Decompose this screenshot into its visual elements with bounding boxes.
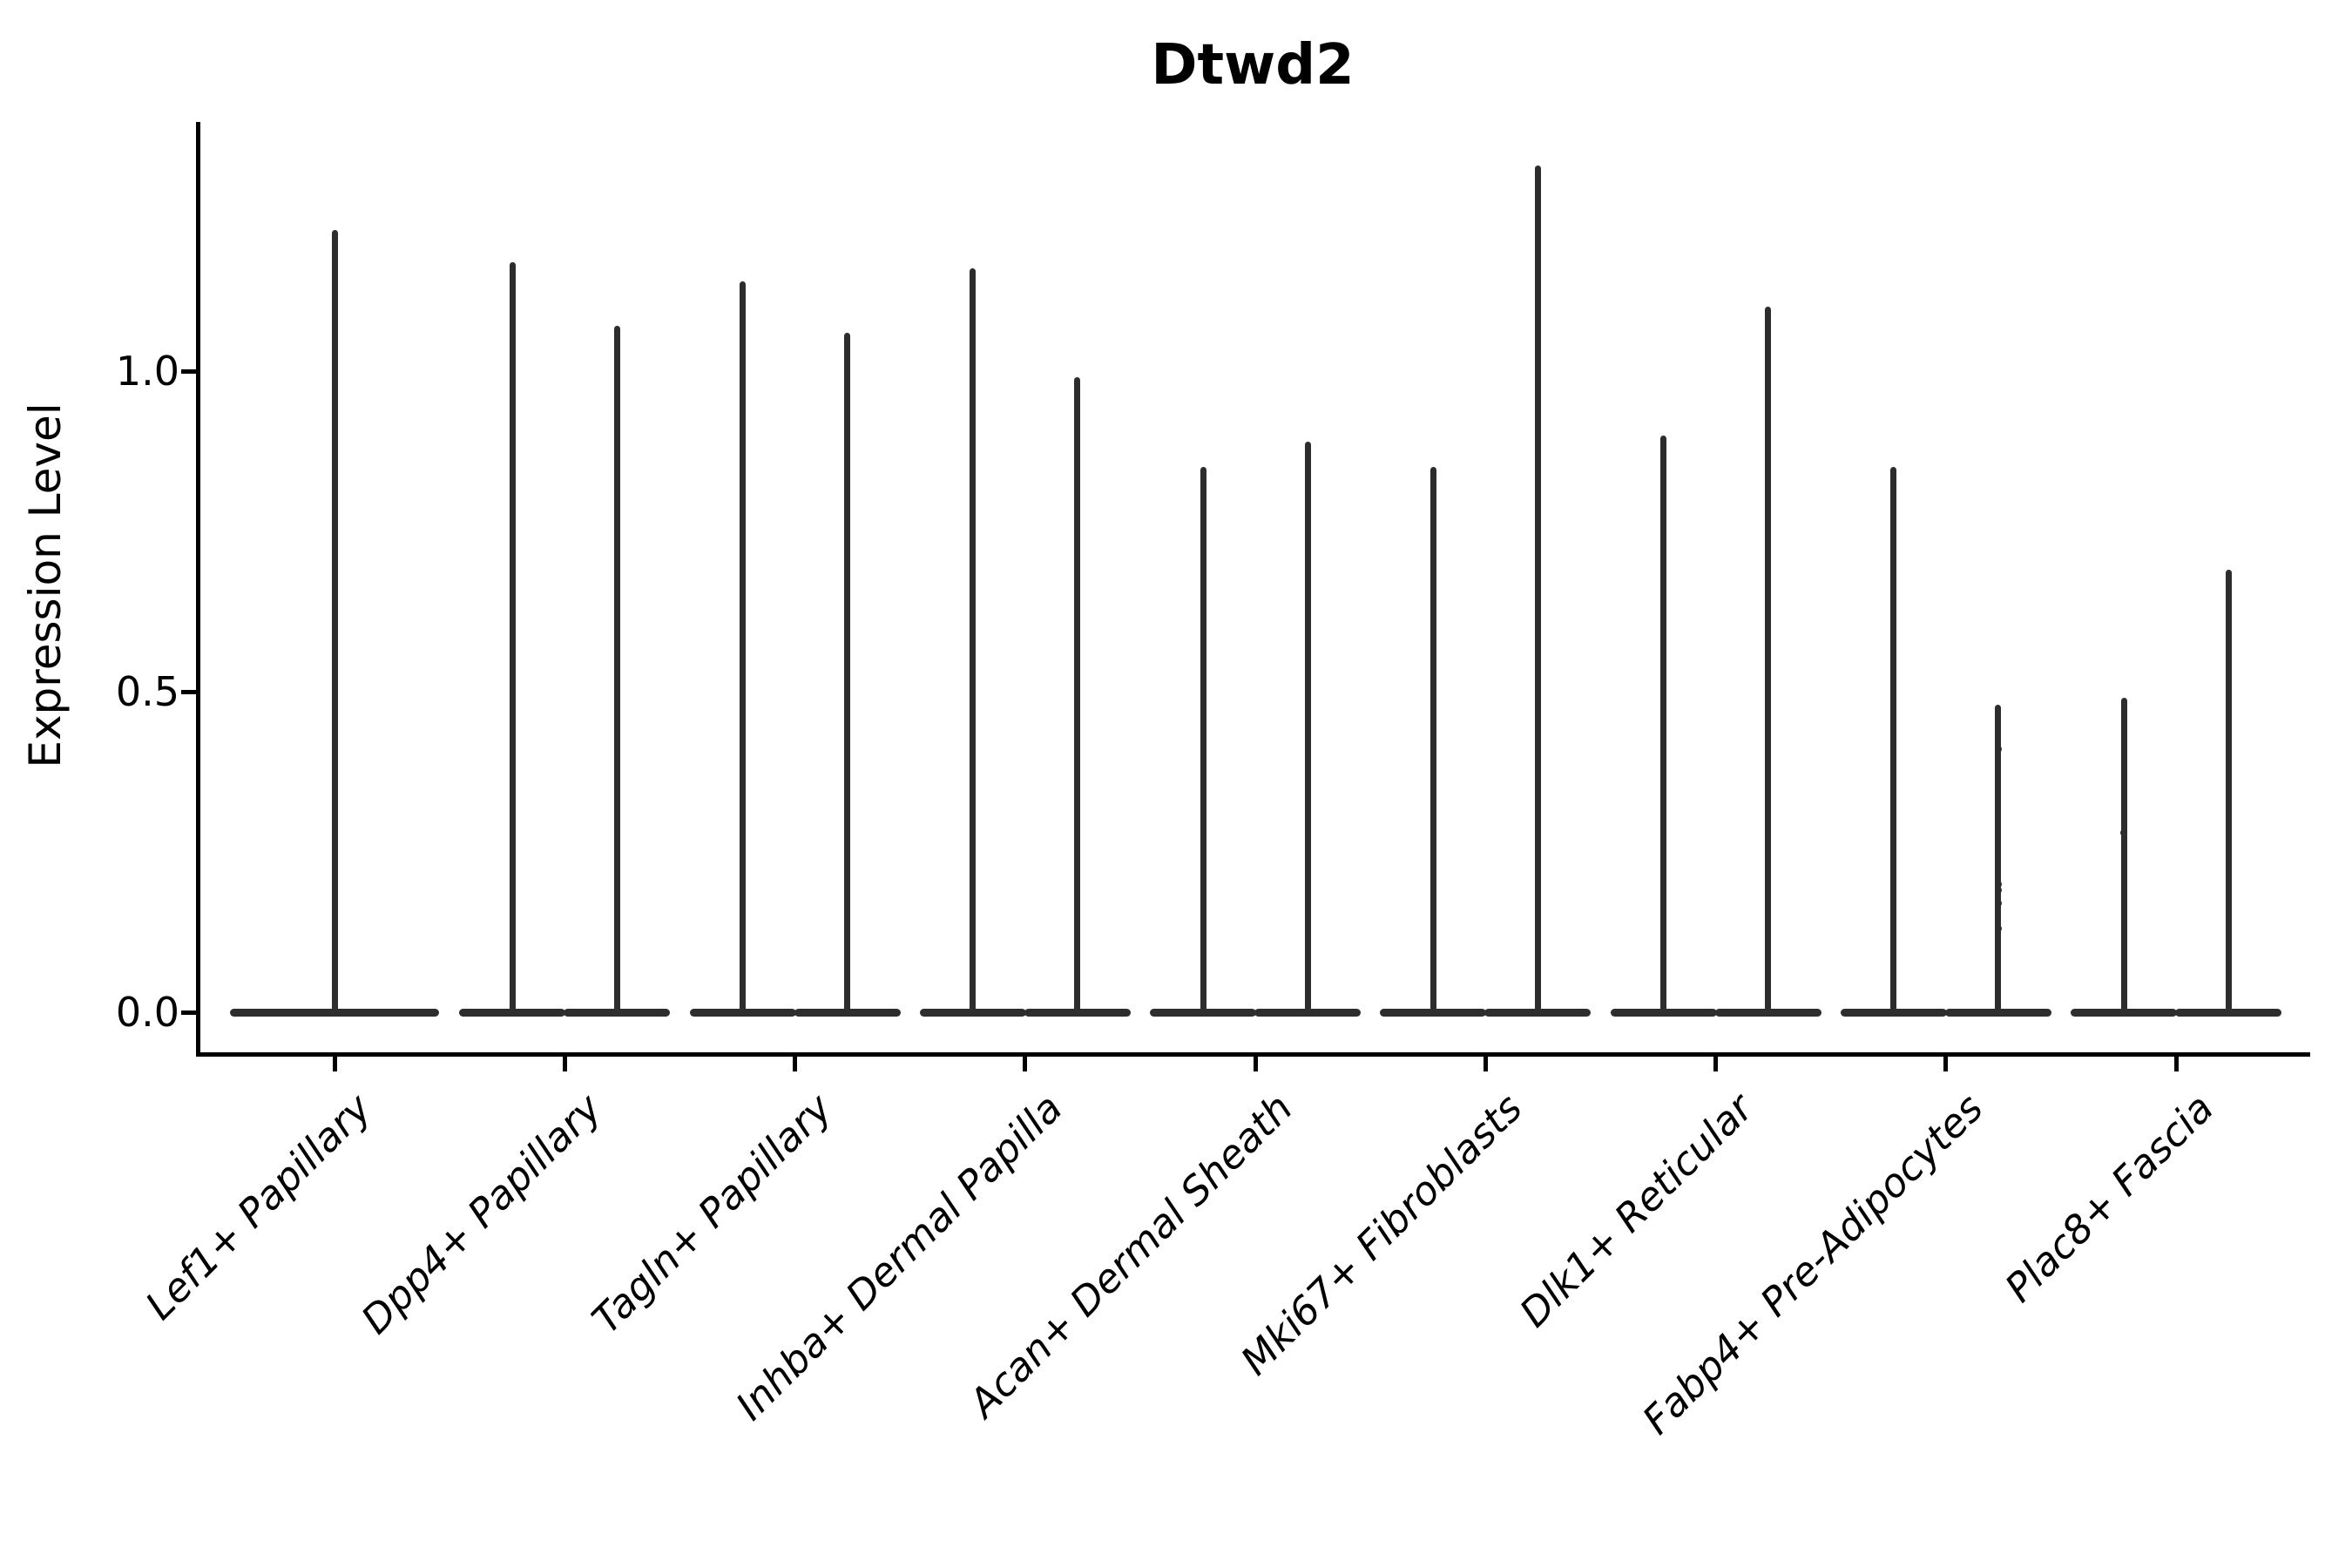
violin-spike [844, 332, 850, 1012]
x-tick-label: Dlk1+ Reticular [1510, 1085, 1762, 1336]
x-tick-label: Dpp4+ Papillary [352, 1085, 612, 1343]
violin-spike [2225, 570, 2232, 1012]
expression-dot [1994, 925, 2002, 933]
violin-spike [331, 230, 338, 1012]
x-tick [1253, 1057, 1258, 1071]
x-tick-label: Lef1+ Papillary [136, 1085, 381, 1329]
x-tick [1483, 1057, 1488, 1071]
y-tick [181, 689, 196, 694]
x-tick [1943, 1057, 1949, 1071]
expression-dot [2120, 828, 2127, 836]
violin-spike [2120, 698, 2127, 1012]
violin-spike [1429, 467, 1436, 1012]
x-tick [1713, 1057, 1718, 1071]
violin-spike [1765, 307, 1771, 1012]
x-tick [332, 1057, 337, 1071]
violin-spike [970, 268, 977, 1012]
violin-spike [1995, 704, 2002, 1012]
x-tick-label: Tagln+ Papillary [583, 1085, 841, 1343]
violin-spike [740, 280, 746, 1012]
violin-base [794, 1008, 901, 1017]
violin-spike [1304, 441, 1311, 1012]
violin-base [1150, 1008, 1256, 1017]
violin-base [1380, 1008, 1487, 1017]
violin-base [2175, 1008, 2281, 1017]
violin-base [2071, 1008, 2177, 1017]
y-axis-spine [196, 122, 200, 1057]
violin-base [1024, 1008, 1131, 1017]
x-tick-label: Plac8+ Fascia [1996, 1085, 2222, 1312]
violin-base [1840, 1008, 1947, 1017]
expression-dot [1994, 880, 2002, 888]
x-tick [1023, 1057, 1028, 1071]
expression-dot [1994, 899, 2002, 907]
violin-spike [1074, 377, 1081, 1012]
violin-base [459, 1008, 566, 1017]
y-tick-label: 1.0 [115, 348, 179, 395]
y-axis-label: Expression Level [20, 402, 71, 768]
violin-base [1254, 1008, 1361, 1017]
violin-spike [1200, 467, 1206, 1012]
y-tick [181, 1010, 196, 1015]
violin-base [1484, 1008, 1592, 1017]
y-tick-label: 0.0 [115, 989, 179, 1036]
y-tick [181, 368, 196, 374]
violin-base [689, 1008, 796, 1017]
x-axis-spine [196, 1052, 2310, 1057]
violin-spike [1890, 467, 1897, 1012]
violin-base [564, 1008, 671, 1017]
expression-dot [1994, 746, 2002, 754]
y-tick-label: 0.5 [115, 668, 179, 715]
chart-title: Dtwd2 [1151, 33, 1355, 98]
violin-spike [509, 261, 516, 1012]
violin-spike [613, 326, 620, 1012]
violin-base [919, 1008, 1026, 1017]
violin-spike [1534, 166, 1541, 1012]
expression-dot [1994, 887, 2002, 895]
violin-base [1714, 1008, 1821, 1017]
violin-base [1610, 1008, 1717, 1017]
violin-base [230, 1008, 439, 1017]
violin-spike [1660, 435, 1666, 1012]
x-tick [2173, 1057, 2179, 1071]
x-tick [562, 1057, 567, 1071]
violin-base [1944, 1008, 2051, 1017]
x-tick [793, 1057, 797, 1071]
